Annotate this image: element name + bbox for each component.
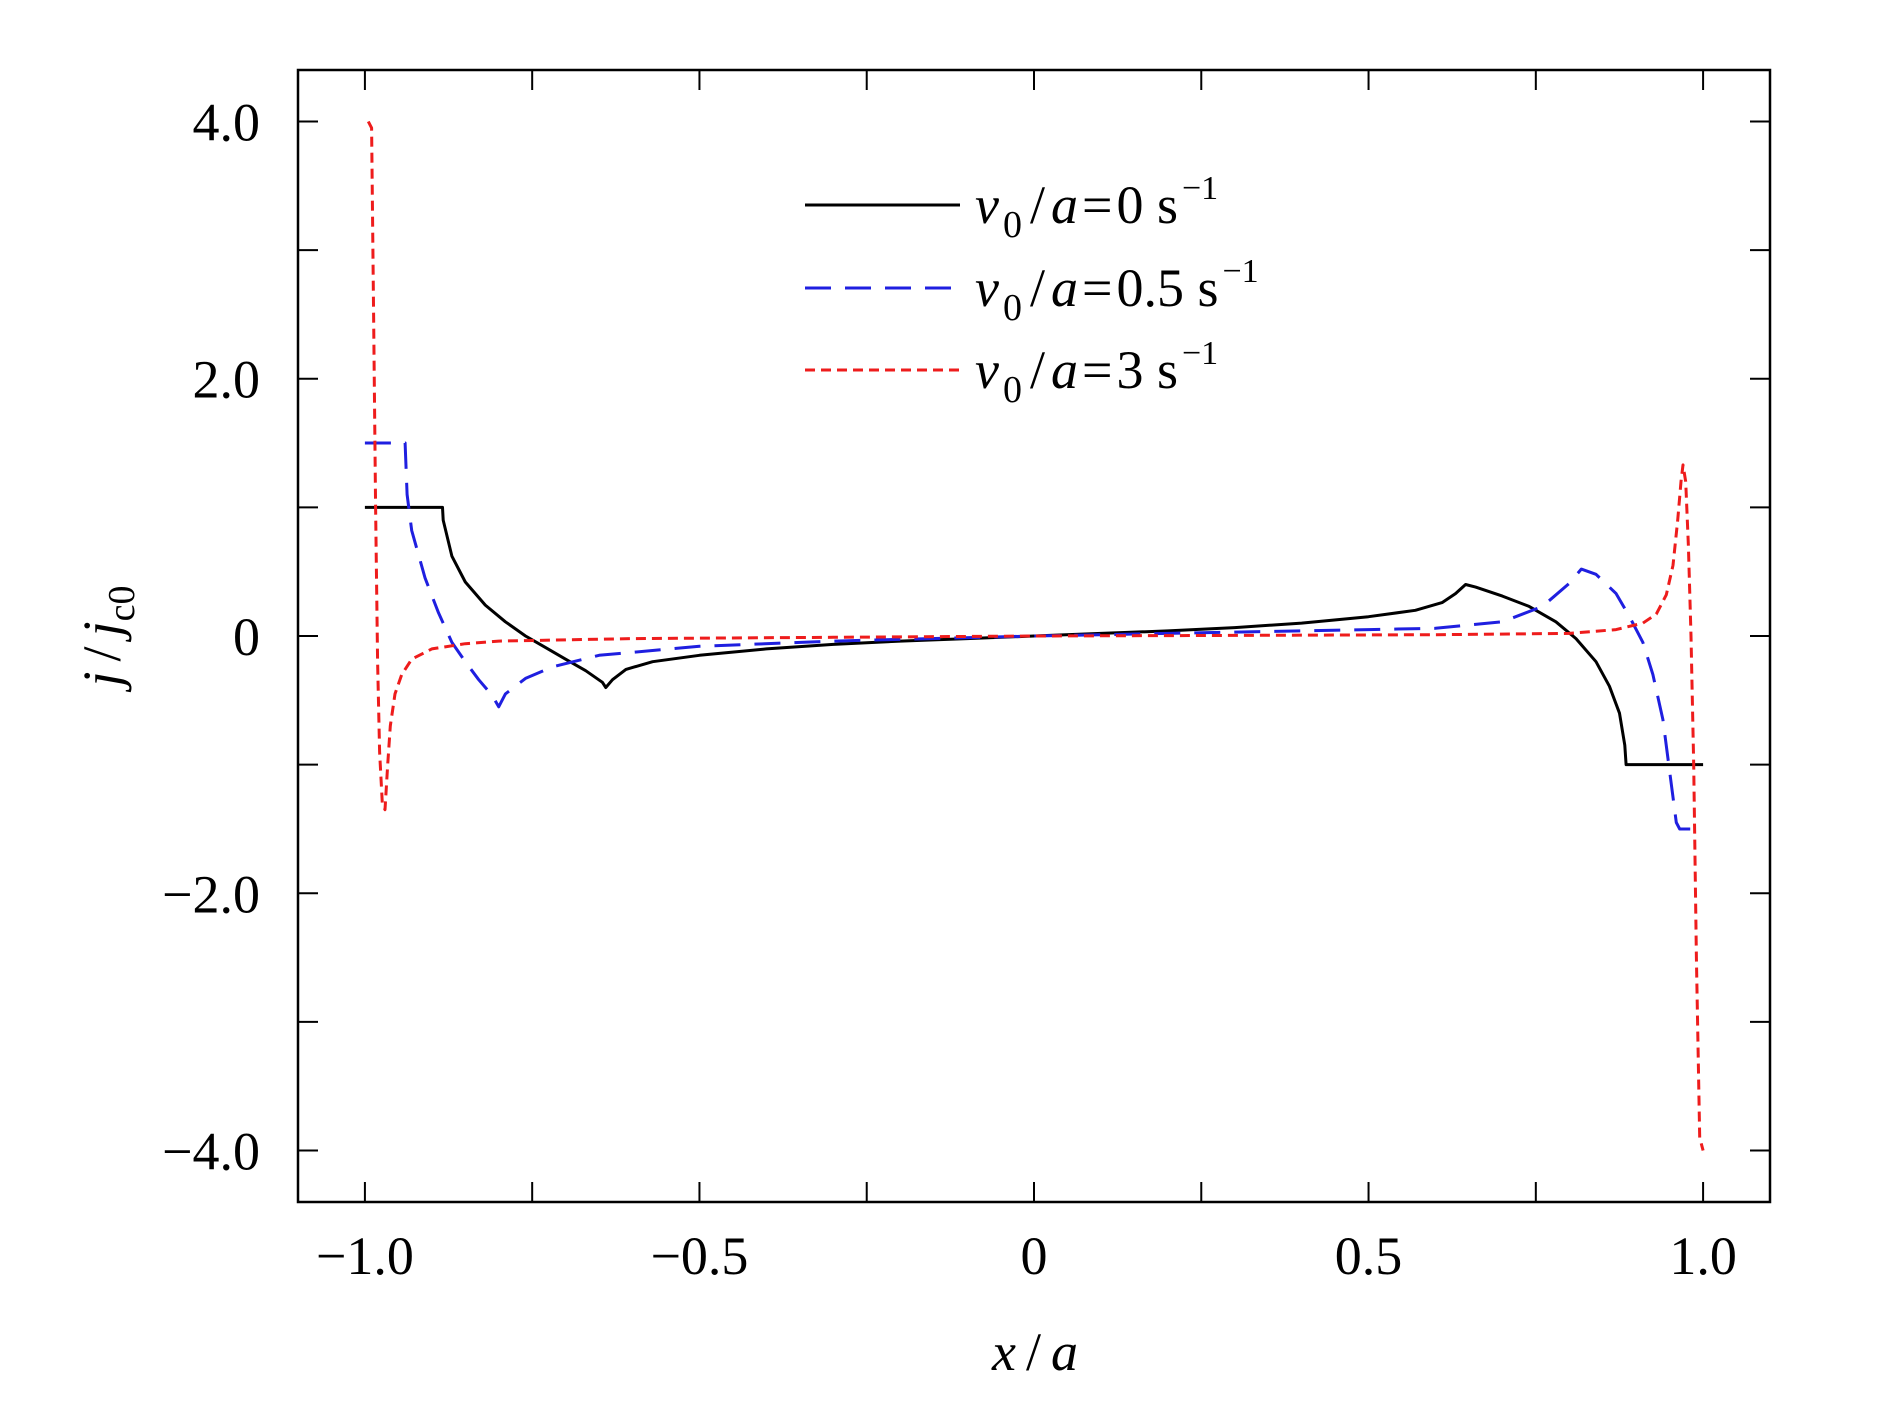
x-axis-label: x / a xyxy=(991,1322,1078,1382)
y-tick-label-2: 0 xyxy=(233,607,260,667)
tick-labels: −1.0 −0.5 0 0.5 1.0 4.0 2.0 0 −2.0 −4.0 xyxy=(162,92,1737,1286)
legend-label-2: v 0/a=3 s −1 xyxy=(975,335,1218,411)
legend-label-0: v 0/a=0 s −1 xyxy=(975,170,1218,246)
x-tick-label-1: −0.5 xyxy=(650,1226,748,1286)
legend-label-1: v 0/a=0.5 s −1 xyxy=(975,253,1259,329)
y-tick-label-1: 2.0 xyxy=(193,350,261,410)
y-axis-label: j/jc0 xyxy=(72,586,143,693)
y-tick-label-3: −2.0 xyxy=(162,864,260,924)
x-tick-label-2: 0 xyxy=(1021,1226,1048,1286)
y-tick-label-0: 4.0 xyxy=(193,92,261,152)
series-group xyxy=(364,120,1705,1151)
x-tick-label-4: 1.0 xyxy=(1669,1226,1737,1286)
x-tick-label-3: 0.5 xyxy=(1335,1226,1403,1286)
legend: v 0/a=0 s −1v 0/a=0.5 s −1v 0/a=3 s −1 xyxy=(805,170,1259,411)
x-tick-label-0: −1.0 xyxy=(316,1226,414,1286)
series-line-2 xyxy=(366,120,1705,1151)
y-tick-label-4: −4.0 xyxy=(162,1122,260,1182)
axis-ticks xyxy=(298,70,1770,1202)
series-line-0 xyxy=(364,505,1704,767)
